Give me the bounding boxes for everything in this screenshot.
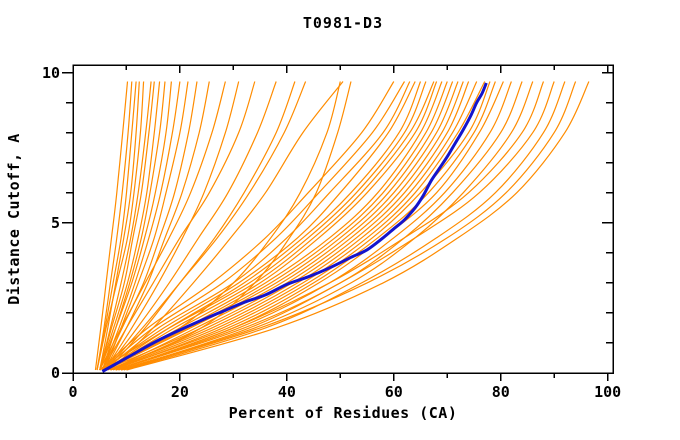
model-curve	[102, 81, 416, 371]
model-curve	[107, 81, 478, 371]
model-curve	[101, 81, 256, 371]
model-curve	[96, 81, 133, 371]
model-curve	[110, 81, 470, 371]
chart-title: T0981-D3	[302, 14, 384, 32]
model-curve	[104, 81, 464, 371]
model-curve	[115, 81, 512, 371]
model-curve	[102, 81, 438, 371]
y-tick-label: 5	[50, 213, 60, 232]
highlight-curve	[101, 82, 488, 373]
model-curve	[115, 81, 545, 371]
model-curve	[96, 81, 137, 371]
model-curve	[99, 81, 152, 371]
model-curve	[104, 81, 277, 371]
model-curves	[94, 81, 590, 371]
x-tick-label: 60	[384, 383, 403, 401]
model-curve	[99, 81, 172, 371]
model-curve	[120, 81, 555, 371]
model-curve	[101, 81, 181, 371]
model-curve	[96, 81, 145, 371]
model-curve	[99, 81, 161, 371]
model-curve	[99, 81, 395, 371]
plot-frame	[72, 64, 614, 374]
model-curve	[115, 81, 523, 371]
model-curve	[110, 81, 496, 371]
model-curve	[120, 81, 577, 371]
model-curve	[112, 81, 491, 371]
model-curve	[99, 81, 226, 371]
model-curve	[110, 81, 459, 371]
x-tick-label: 40	[277, 383, 296, 401]
x-tick-label: 80	[491, 383, 510, 401]
x-tick-label: 20	[170, 383, 189, 401]
model-curve	[104, 81, 454, 371]
x-tick-label: 0	[68, 383, 78, 401]
model-curve	[104, 81, 411, 371]
model-curve	[118, 81, 534, 371]
model-curve	[123, 81, 566, 371]
model-curve	[104, 81, 435, 371]
model-curve	[126, 81, 590, 371]
model-curve	[101, 81, 198, 371]
model-curve	[99, 81, 155, 371]
model-curve	[94, 81, 129, 371]
model-curve	[104, 81, 307, 371]
model-curve	[107, 81, 296, 371]
model-curve	[104, 81, 240, 371]
model-curve	[110, 81, 486, 371]
axis-ticks	[62, 65, 613, 381]
model-curve	[110, 81, 352, 371]
model-curve	[102, 81, 406, 371]
x-tick-label: 100	[594, 383, 622, 401]
y-tick-label: 10	[41, 63, 60, 82]
x-axis-label: Percent of Residues (CA)	[228, 404, 458, 422]
model-curve	[99, 81, 427, 371]
y-tick-label: 0	[50, 364, 60, 382]
model-curve	[99, 81, 140, 371]
